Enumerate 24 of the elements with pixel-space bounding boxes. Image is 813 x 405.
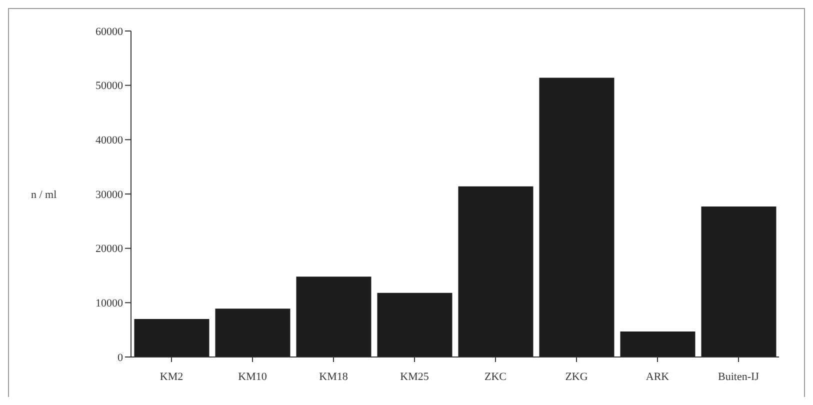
y-tick-label: 60000 <box>96 26 124 38</box>
bar <box>539 78 614 357</box>
x-tick-label: Buiten-IJ <box>718 370 760 383</box>
y-tick-label: 10000 <box>96 298 124 310</box>
bar <box>134 318 210 357</box>
x-tick-label: ZKG <box>565 370 588 383</box>
bar <box>215 308 290 357</box>
bar <box>620 331 696 357</box>
y-tick-label: 40000 <box>96 134 124 147</box>
x-tick-label: KM18 <box>319 370 348 383</box>
y-tick-label: 0 <box>118 352 124 364</box>
x-tick-label: KM2 <box>160 370 184 383</box>
y-tick-label: 20000 <box>96 243 124 256</box>
bar <box>377 292 452 357</box>
x-tick-label: ARK <box>646 370 670 383</box>
y-tick-label: 50000 <box>96 80 124 92</box>
x-tick-label: ZKC <box>484 370 506 383</box>
x-tick-label: KM25 <box>400 370 430 383</box>
y-tick-label: 30000 <box>96 188 124 201</box>
bar <box>458 186 534 357</box>
bar <box>701 206 776 357</box>
y-axis-title: n / ml <box>31 188 57 201</box>
bar <box>296 276 372 357</box>
x-tick-label: KM10 <box>238 370 268 383</box>
